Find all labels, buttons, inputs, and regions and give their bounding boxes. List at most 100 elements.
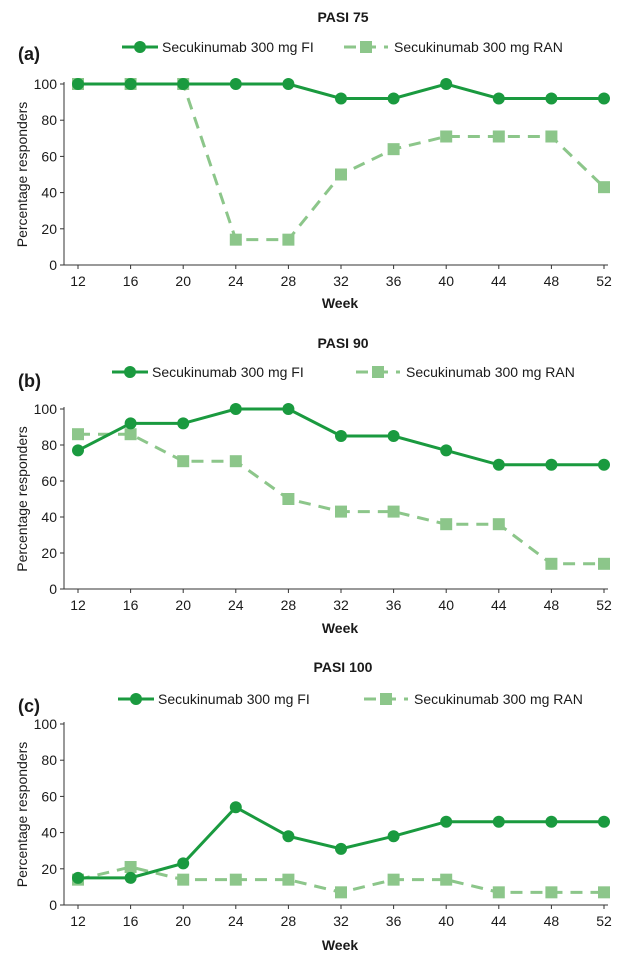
data-point-fi bbox=[124, 417, 137, 430]
data-point-fi bbox=[282, 830, 295, 843]
x-tick-label: 48 bbox=[544, 273, 560, 289]
data-point-fi bbox=[177, 417, 190, 430]
legend-marker-ran bbox=[360, 41, 372, 53]
data-point-ran bbox=[335, 168, 347, 181]
data-point-ran bbox=[545, 557, 558, 570]
data-point-ran bbox=[177, 873, 190, 886]
data-point-fi bbox=[387, 92, 400, 105]
y-tick-label: 80 bbox=[41, 752, 57, 768]
legend-label-ran: Secukinumab 300 mg RAN bbox=[414, 691, 583, 707]
x-tick-label: 16 bbox=[123, 913, 139, 929]
data-point-ran bbox=[387, 873, 400, 886]
x-tick-label: 32 bbox=[333, 597, 349, 613]
data-point-ran bbox=[72, 428, 84, 441]
y-tick-label: 100 bbox=[34, 76, 58, 92]
data-point-fi bbox=[598, 458, 610, 471]
x-tick-label: 24 bbox=[228, 597, 244, 613]
y-tick-label: 0 bbox=[49, 257, 57, 273]
data-point-fi bbox=[177, 78, 190, 90]
data-point-ran bbox=[598, 181, 610, 194]
x-tick-label: 36 bbox=[386, 273, 402, 289]
data-point-fi bbox=[124, 871, 137, 884]
legend-marker-ran bbox=[380, 693, 392, 705]
data-point-fi bbox=[440, 815, 453, 828]
data-point-ran bbox=[229, 455, 242, 468]
data-point-fi bbox=[440, 444, 453, 457]
series-line-ran bbox=[78, 432, 604, 566]
y-tick-label: 40 bbox=[41, 825, 57, 841]
series-line-fi bbox=[78, 805, 604, 880]
data-point-ran bbox=[335, 886, 347, 899]
data-point-fi bbox=[598, 815, 610, 828]
data-point-ran bbox=[282, 873, 295, 886]
panel-title: PASI 100 bbox=[314, 659, 373, 675]
data-point-ran bbox=[492, 518, 505, 531]
data-point-fi bbox=[177, 857, 190, 870]
data-point-ran bbox=[335, 505, 347, 518]
x-tick-label: 40 bbox=[438, 273, 454, 289]
data-point-ran bbox=[440, 518, 453, 531]
panel-title: PASI 75 bbox=[317, 9, 368, 25]
x-axis-label: Week bbox=[322, 295, 359, 311]
data-point-fi bbox=[282, 78, 295, 90]
x-tick-label: 32 bbox=[333, 913, 349, 929]
y-tick-label: 40 bbox=[41, 185, 57, 201]
y-tick-label: 0 bbox=[49, 897, 57, 913]
x-tick-label: 52 bbox=[596, 273, 612, 289]
y-tick-label: 80 bbox=[41, 112, 57, 128]
legend-label-ran: Secukinumab 300 mg RAN bbox=[394, 39, 563, 55]
data-point-ran bbox=[124, 860, 137, 873]
x-tick-label: 20 bbox=[175, 597, 191, 613]
legend-marker-ran bbox=[372, 366, 384, 378]
x-tick-label: 20 bbox=[175, 273, 191, 289]
data-point-ran bbox=[387, 505, 400, 518]
data-point-fi bbox=[492, 815, 505, 828]
data-point-ran bbox=[124, 428, 137, 441]
x-tick-label: 48 bbox=[544, 913, 560, 929]
x-tick-label: 28 bbox=[281, 913, 297, 929]
data-point-ran bbox=[282, 493, 295, 505]
data-point-ran bbox=[387, 143, 400, 156]
data-point-ran bbox=[492, 130, 505, 143]
legend-label-fi: Secukinumab 300 mg FI bbox=[152, 364, 304, 380]
x-tick-label: 44 bbox=[491, 597, 507, 613]
x-tick-label: 52 bbox=[596, 913, 612, 929]
data-point-fi bbox=[282, 403, 295, 415]
x-tick-label: 32 bbox=[333, 273, 349, 289]
panel-label: (b) bbox=[18, 371, 41, 391]
data-point-ran bbox=[492, 886, 505, 899]
data-point-ran bbox=[229, 233, 242, 246]
x-axis-label: Week bbox=[322, 937, 359, 953]
x-tick-label: 36 bbox=[386, 913, 402, 929]
data-point-fi bbox=[598, 92, 610, 105]
data-point-fi bbox=[387, 430, 400, 442]
data-point-fi bbox=[492, 458, 505, 471]
y-tick-label: 40 bbox=[41, 509, 57, 525]
data-point-ran bbox=[440, 873, 453, 886]
x-tick-label: 12 bbox=[70, 273, 86, 289]
data-point-fi bbox=[229, 403, 242, 415]
data-point-fi bbox=[335, 430, 347, 442]
y-axis-label: Percentage responders bbox=[14, 426, 30, 572]
x-tick-label: 28 bbox=[281, 273, 297, 289]
x-tick-label: 40 bbox=[438, 913, 454, 929]
x-tick-label: 44 bbox=[491, 273, 507, 289]
y-tick-label: 20 bbox=[41, 545, 57, 561]
x-tick-label: 16 bbox=[123, 597, 139, 613]
series-line-ran bbox=[78, 82, 606, 242]
x-tick-label: 20 bbox=[175, 913, 191, 929]
y-tick-label: 60 bbox=[41, 148, 57, 164]
x-tick-label: 52 bbox=[596, 597, 612, 613]
data-point-fi bbox=[440, 78, 453, 90]
legend-label-fi: Secukinumab 300 mg FI bbox=[158, 691, 310, 707]
data-point-ran bbox=[440, 130, 453, 143]
x-tick-label: 28 bbox=[281, 597, 297, 613]
data-point-fi bbox=[545, 458, 558, 471]
data-point-ran bbox=[545, 886, 558, 899]
data-point-fi bbox=[124, 78, 137, 90]
data-point-fi bbox=[387, 830, 400, 843]
y-tick-label: 100 bbox=[34, 716, 58, 732]
data-point-fi bbox=[335, 92, 347, 105]
legend-label-fi: Secukinumab 300 mg FI bbox=[162, 39, 314, 55]
